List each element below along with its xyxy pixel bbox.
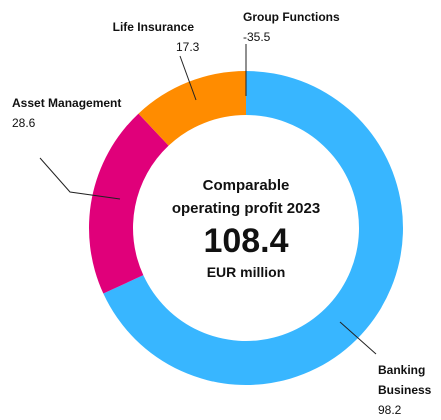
value-label: -35.5 — [243, 30, 271, 44]
segment-label: Banking Business 98.2 — [378, 360, 441, 420]
category-label: Banking Business — [378, 363, 432, 397]
leader-line — [339, 321, 377, 355]
value-label: 28.6 — [12, 116, 36, 130]
category-label: Life Insurance — [112, 20, 194, 34]
value-label: 98.2 — [378, 403, 402, 417]
segment-label: Life Insurance 17.3 — [70, 17, 200, 57]
value-label: 17.3 — [176, 40, 200, 54]
donut-segment — [103, 71, 403, 385]
leader-line — [39, 157, 121, 200]
segment-label: Asset Management 28.6 — [12, 93, 122, 133]
center-total: 108.4 — [203, 222, 288, 260]
category-label: Asset Management — [12, 96, 122, 110]
center-title: Comparable — [203, 177, 290, 194]
leader-line — [179, 55, 197, 101]
donut-segment — [138, 71, 246, 146]
segment-label: Group Functions -35.5 — [243, 7, 433, 47]
category-label: Group Functions — [243, 10, 340, 24]
center-title: operating profit 2023 — [172, 200, 320, 217]
donut-segment — [89, 113, 169, 294]
center-unit: EUR million — [207, 264, 286, 280]
